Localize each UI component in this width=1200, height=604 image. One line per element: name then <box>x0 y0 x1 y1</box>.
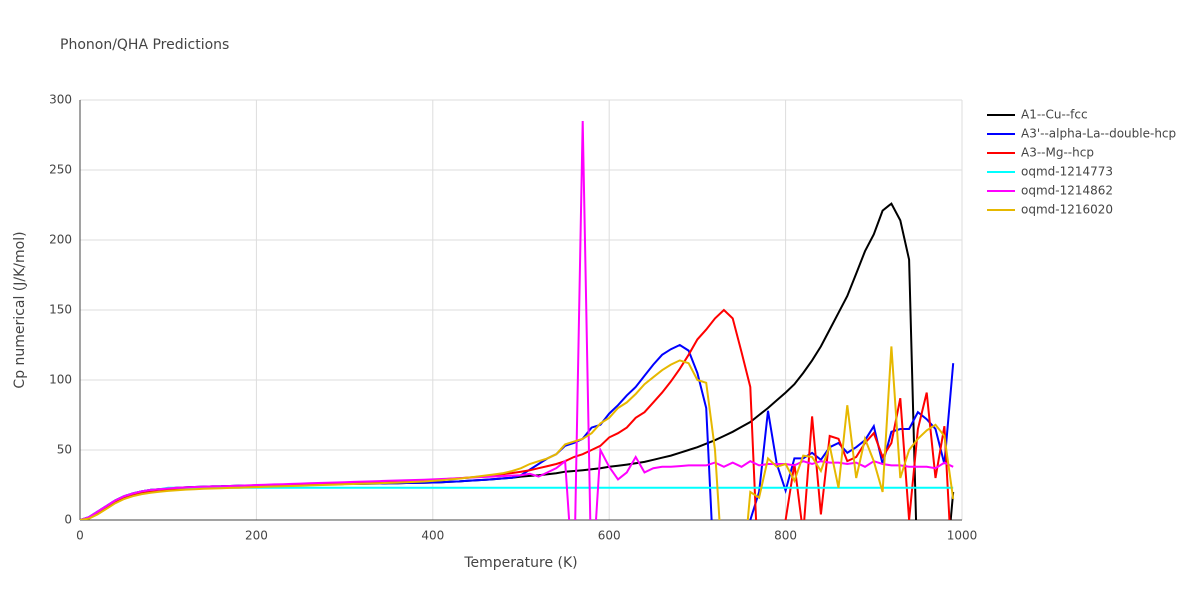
legend-label: A3--Mg--hcp <box>1021 146 1094 160</box>
y-tick-label: 300 <box>49 93 72 107</box>
x-tick-label: 800 <box>774 529 797 543</box>
legend-label: A1--Cu--fcc <box>1021 108 1088 122</box>
y-tick-label: 50 <box>57 443 72 457</box>
legend-label: oqmd-1214773 <box>1021 165 1113 179</box>
x-tick-label: 200 <box>245 529 268 543</box>
legend-label: oqmd-1214862 <box>1021 184 1113 198</box>
x-axis-label: Temperature (K) <box>463 555 577 571</box>
x-tick-label: 400 <box>421 529 444 543</box>
y-axis-label: Cp numerical (J/K/mol) <box>12 231 28 388</box>
legend-label: A3'--alpha-La--double-hcp <box>1021 127 1176 141</box>
y-tick-label: 150 <box>49 303 72 317</box>
y-tick-label: 200 <box>49 233 72 247</box>
plot-area <box>80 120 955 520</box>
series-line <box>80 202 955 520</box>
y-tick-label: 100 <box>49 373 72 387</box>
x-tick-label: 0 <box>76 529 84 543</box>
y-tick-label: 0 <box>64 513 72 527</box>
x-tick-label: 600 <box>598 529 621 543</box>
legend-label: oqmd-1216020 <box>1021 203 1113 217</box>
series-line <box>80 120 954 520</box>
series-line <box>80 346 955 520</box>
x-tick-label: 1000 <box>947 529 978 543</box>
chart-title: Phonon/QHA Predictions <box>60 37 229 53</box>
y-tick-label: 250 <box>49 163 72 177</box>
